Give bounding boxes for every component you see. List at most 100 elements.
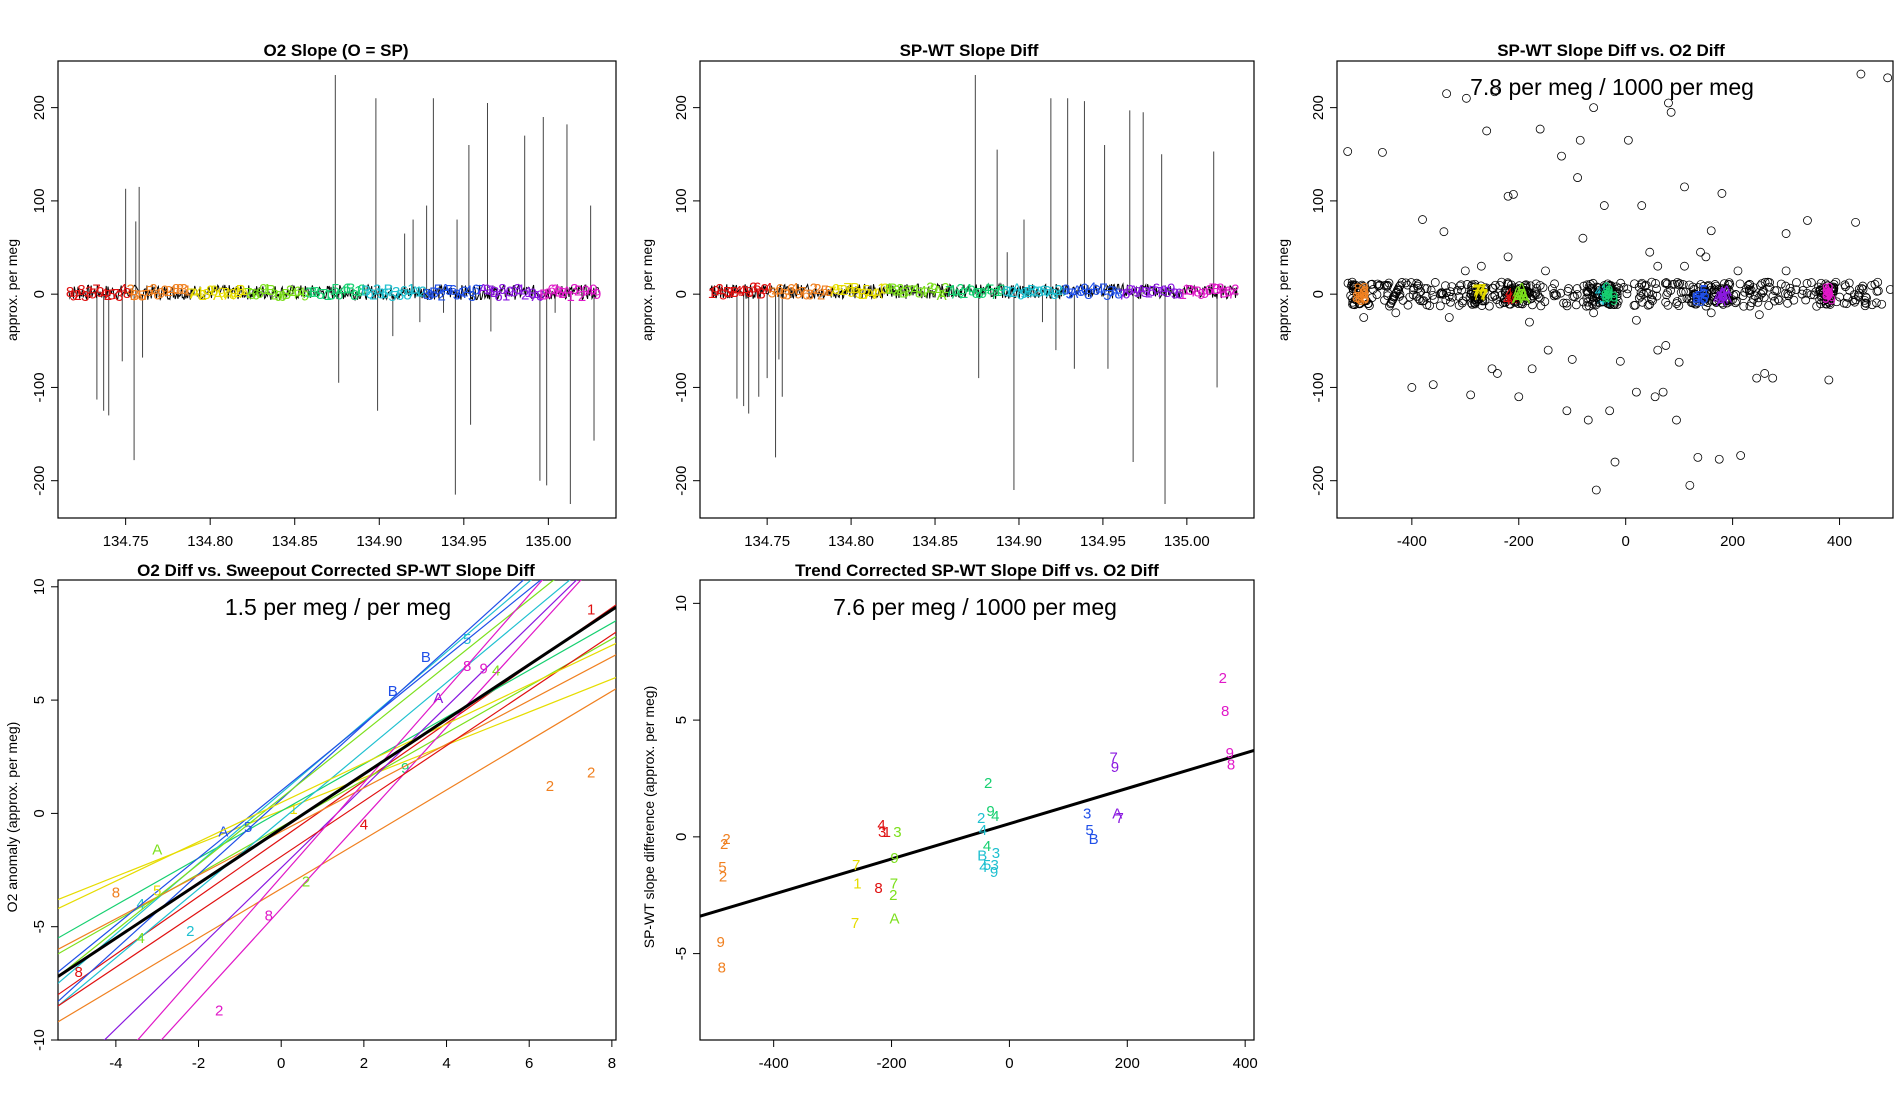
series-label: 9 <box>1081 281 1089 298</box>
series-label: 9 <box>979 285 987 302</box>
series-label: 8 <box>403 287 411 304</box>
data-point <box>1612 292 1622 301</box>
cluster-label: 4 <box>1510 290 1518 307</box>
series-label: 5 <box>331 281 339 298</box>
data-point <box>1650 392 1660 402</box>
data-point <box>1648 290 1657 300</box>
data-point <box>1652 284 1661 294</box>
data-point <box>1668 279 1677 289</box>
cluster-label: 9 <box>1824 286 1832 303</box>
cluster-label: 5 <box>1692 290 1700 307</box>
cluster-label: A <box>1519 287 1529 304</box>
series-line <box>58 580 542 973</box>
point-label: 2 <box>719 869 727 886</box>
data-point <box>1872 298 1881 308</box>
series-label: 5 <box>138 288 146 305</box>
series-label: 5 <box>1148 283 1156 300</box>
data-point <box>1468 282 1478 292</box>
data-point <box>1503 191 1513 201</box>
series-label: 9 <box>274 288 282 305</box>
data-point <box>1816 285 1825 295</box>
series-label: 4 <box>1096 282 1104 299</box>
data-point <box>1851 217 1860 227</box>
series-label: B <box>1027 282 1037 299</box>
point-label: 2 <box>186 923 194 940</box>
plot-frame <box>699 60 1255 519</box>
series-label: 1 <box>183 282 191 299</box>
cluster-label: 8 <box>1360 280 1368 297</box>
y-tick-label: 100 <box>673 188 690 213</box>
series-label: 6 <box>1122 285 1130 302</box>
data-point <box>1701 252 1711 262</box>
data-point <box>1706 308 1716 318</box>
data-point <box>1789 295 1799 305</box>
data-point <box>1412 281 1422 291</box>
series-line <box>136 580 544 1040</box>
series-label: 9 <box>930 281 938 298</box>
point-label: 8 <box>1227 756 1235 773</box>
plot-frame <box>1336 60 1894 519</box>
point-label: 2 <box>1219 670 1227 687</box>
cluster-label: 9 <box>1610 289 1618 306</box>
data-point <box>1653 261 1663 271</box>
data-point <box>1806 278 1816 287</box>
series-label: 9 <box>712 283 720 300</box>
data-point <box>1549 291 1559 301</box>
series-label: 5 <box>388 288 396 305</box>
data-point <box>1757 279 1767 289</box>
data-point <box>1601 286 1611 296</box>
data-point <box>1783 289 1793 299</box>
cluster-label: A <box>1516 287 1526 304</box>
data-point <box>1858 281 1868 291</box>
series-label: 5 <box>1163 284 1171 301</box>
cluster-label: 5 <box>1695 288 1703 305</box>
data-point <box>1661 297 1671 307</box>
point-label: 3 <box>893 824 901 841</box>
series-label: 8 <box>422 286 430 303</box>
y-tick-label: 0 <box>673 833 690 841</box>
x-tick-label: 134.80 <box>187 533 233 550</box>
series-label: B <box>554 284 564 301</box>
cluster-label: 9 <box>1604 286 1612 303</box>
data-point <box>1441 295 1451 305</box>
data-point <box>1623 284 1633 294</box>
series-label: 6 <box>396 287 404 304</box>
data-point <box>1750 291 1760 301</box>
data-point <box>1401 278 1411 288</box>
data-point <box>1792 278 1801 287</box>
series-label: 3 <box>305 284 313 301</box>
data-point <box>1490 290 1500 300</box>
point-label: B <box>977 848 987 865</box>
y-tick-label: -200 <box>31 466 48 496</box>
series-label: 7 <box>945 283 953 300</box>
point-label: A <box>152 842 162 859</box>
data-point <box>1636 291 1646 301</box>
cluster-label: 5 <box>1699 282 1707 299</box>
plot-frame <box>57 60 617 519</box>
point-label: 5 <box>983 857 991 874</box>
data-point <box>1701 288 1711 298</box>
series-label: 4 <box>791 280 799 297</box>
data-point <box>1722 296 1731 306</box>
data-point <box>1609 300 1618 309</box>
series-label: 7 <box>798 284 806 301</box>
series-label: B <box>539 286 549 303</box>
series-label: 8 <box>172 281 180 298</box>
point-label: 9 <box>480 660 488 677</box>
data-point <box>1378 147 1387 157</box>
data-point <box>1467 299 1477 309</box>
series-label: 4 <box>297 284 305 301</box>
data-point <box>1885 285 1893 294</box>
panel-title: Trend Corrected SP-WT Slope Diff vs. O2 … <box>795 561 1159 580</box>
data-point <box>1857 283 1867 293</box>
series-label: A <box>1129 283 1139 300</box>
series-label: 4 <box>339 283 347 300</box>
x-tick-label: 0 <box>1005 1055 1013 1072</box>
point-label: 4 <box>979 822 987 839</box>
series-label: 1 <box>354 283 362 300</box>
cluster-label: 7 <box>1471 283 1479 300</box>
series-label: 1 <box>324 287 332 304</box>
series-label: 8 <box>176 281 184 298</box>
data-point <box>1770 296 1779 306</box>
y-tick-label: 10 <box>31 578 48 595</box>
